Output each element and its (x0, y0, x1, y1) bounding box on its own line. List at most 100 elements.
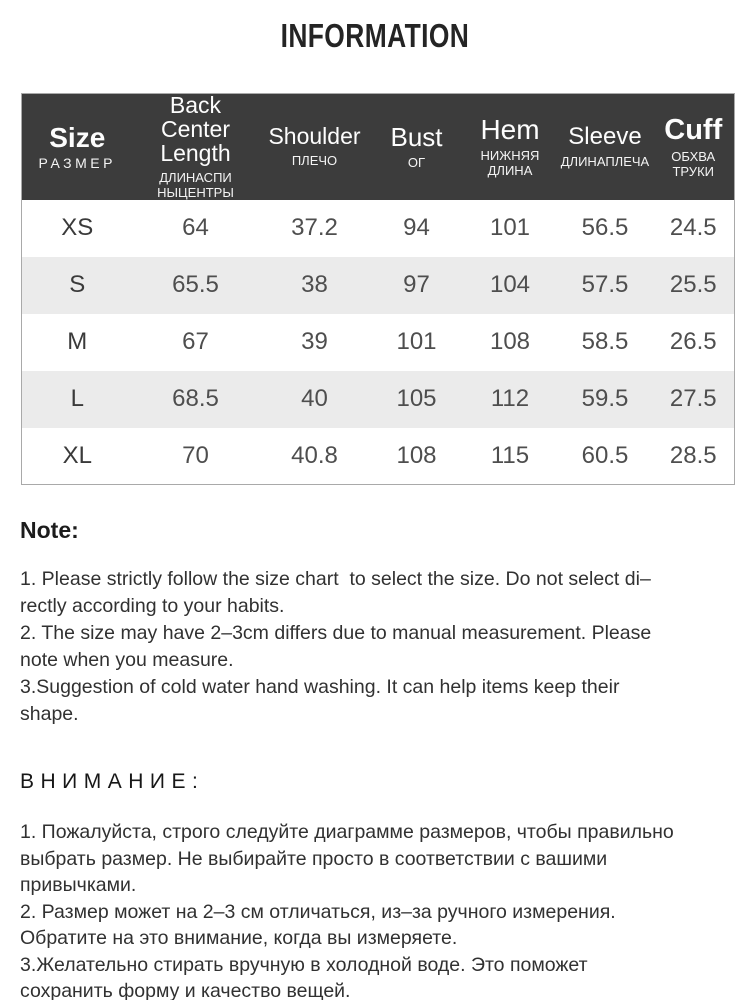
column-label-ru: ДЛИНАПЛЕЧА (558, 154, 653, 169)
note-heading-ru: ВНИМАНИЕ: (20, 770, 205, 794)
value-cell: 70 (182, 441, 209, 469)
value-cell: 24.5 (669, 214, 717, 242)
column-label-ru-line: ПЛЕЧО (291, 153, 338, 169)
value-cell: 68.5 (172, 385, 219, 413)
column-header-size: Size РАЗМЕР (21, 93, 133, 200)
value-cell: 37.2 (291, 214, 338, 242)
value-cell: 67 (182, 328, 209, 356)
note-line: 2. Размер может на 2–3 см отличаться, из… (20, 900, 616, 923)
note-body-en: 1. Please strictly follow the size chart… (20, 566, 732, 728)
column-label-en: Bust (371, 121, 463, 152)
column-label-ru-line: НИЖНЯЯ (480, 148, 540, 164)
column-label-ru: ПЛЕЧО (259, 153, 371, 168)
note-line: 1. Пожалуйста, строго следуйте диаграмме… (20, 821, 674, 844)
size-chart-header: Size РАЗМЕР Back Center Length ДЛИНАСПИ НЫЦЕН… (21, 92, 735, 200)
note-line: rectly according to your habits. (20, 595, 285, 618)
column-label-en-line: Hem (480, 114, 540, 146)
note-line: выбрать размер. Не выбирайте просто в со… (20, 847, 608, 870)
column-label-en: Back Center Length (133, 92, 259, 166)
value-cell: 26.5 (669, 328, 717, 356)
value-cell: 104 (489, 271, 531, 299)
column-label-ru: ОГ (371, 155, 463, 170)
column-label-ru-line: ДЛИНА (487, 163, 533, 179)
column-label-en: Cuff (653, 115, 735, 145)
value-cell: 40 (301, 385, 328, 413)
value-cell: 64 (182, 214, 209, 242)
column-header-sleeve: Sleeve ДЛИНАПЛЕЧА (557, 93, 653, 200)
value-cell: 105 (396, 385, 437, 413)
table-row-l: L 68.5 40 105 112 59.5 27.5 (21, 370, 735, 428)
value-cell: 94 (403, 214, 430, 242)
table-row-m: M 67 39 101 108 58.5 26.5 (22, 314, 735, 371)
size-chart-body: XS 64 37.2 94 101 56.5 24.5 S 65.5 38 97 104 57.5 25.… (21, 200, 735, 485)
value-cell: 28.5 (669, 441, 717, 469)
column-header-shoulder: Shoulder ПЛЕЧО (258, 93, 371, 200)
column-header-back-center-length: Back Center Length ДЛИНАСПИ НЫЦЕНТРЫ (132, 92, 259, 200)
value-cell: 65.5 (172, 271, 219, 299)
column-label-ru: ОБХВА ТРУКИ (653, 149, 735, 179)
size-cell: XL (62, 441, 92, 469)
note-line: note when you measure. (20, 649, 234, 672)
note-line: Обратите на это внимание, когда вы измер… (20, 927, 458, 950)
value-cell: 56.5 (581, 214, 629, 242)
note-line: 3.Suggestion of cold water hand washing.… (20, 676, 620, 699)
column-label-ru-line: ОГ (407, 154, 426, 170)
column-label-en: Size (22, 123, 133, 152)
header-row: Size РАЗМЕР Back Center Length ДЛИНАСПИ НЫЦЕН… (21, 92, 735, 200)
note-heading-en: Note: (20, 517, 79, 544)
value-cell: 97 (403, 271, 430, 299)
column-label-ru-line: ТРУКИ (672, 163, 714, 179)
value-cell: 38 (301, 271, 328, 299)
note-line: shape. (20, 703, 79, 726)
size-cell: XS (61, 214, 94, 242)
value-cell: 112 (490, 385, 530, 413)
column-label-en-line: Back Center (160, 92, 231, 142)
note-body-ru: 1. Пожалуйста, строго следуйте диаграмме… (20, 819, 732, 1000)
column-label-en-line: Shoulder (268, 123, 361, 150)
value-cell: 101 (396, 328, 437, 356)
column-label-ru: НИЖНЯЯ ДЛИНА (463, 148, 558, 178)
column-header-hem: Hem НИЖНЯЯ ДЛИНА (462, 93, 558, 200)
size-cell: L (70, 385, 84, 413)
column-label-en: Shoulder (259, 123, 371, 150)
column-label-ru: РАЗМЕР (22, 154, 133, 171)
column-label-en-line: Sleeve (568, 122, 642, 150)
column-header-bust: Bust ОГ (370, 93, 463, 200)
table-row-xl: XL 70 40.8 108 115 60.5 28.5 (22, 428, 735, 485)
column-label-ru-line: ДЛИНАПЛЕЧА (560, 153, 650, 169)
notes-section: Note: 1. Please strictly follow the size… (0, 517, 750, 1000)
size-cell: S (69, 271, 86, 299)
column-label-en-line: Length (160, 139, 231, 166)
note-line: привычками. (20, 874, 137, 897)
size-cell: M (67, 328, 88, 356)
value-cell: 58.5 (581, 328, 629, 356)
value-cell: 108 (489, 328, 531, 356)
note-line: 3.Желательно стирать вручную в холодной … (20, 953, 588, 976)
table-row-s: S 65.5 38 97 104 57.5 25.5 (21, 256, 735, 314)
note-line: 1. Please strictly follow the size chart… (20, 568, 651, 591)
column-label-ru-line: ОБХВА (671, 148, 716, 164)
note-line: 2. The size may have 2–3cm differs due t… (20, 622, 652, 645)
column-label-en-line: Bust (390, 121, 443, 152)
column-label-ru-line: ДЛИНАСПИ (159, 169, 232, 185)
value-cell: 39 (301, 328, 328, 356)
value-cell: 40.8 (291, 441, 338, 469)
value-cell: 108 (396, 441, 437, 469)
value-cell: 57.5 (581, 271, 629, 299)
value-cell: 27.5 (669, 385, 717, 413)
column-label-en: Sleeve (558, 122, 653, 150)
column-label-ru-line: РАЗМЕР (38, 154, 116, 171)
size-chart-table: Size РАЗМЕР Back Center Length ДЛИНАСПИ НЫЦЕН… (21, 92, 735, 486)
page-header: INFORMATION (0, 0, 750, 54)
column-label-ru: ДЛИНАСПИ НЫЦЕНТРЫ (133, 170, 259, 200)
value-cell: 25.5 (669, 271, 717, 299)
column-label-en: Hem (463, 115, 558, 144)
column-header-cuff: Cuff ОБХВА ТРУКИ (652, 93, 735, 200)
column-label-en-line: Cuff (664, 113, 723, 146)
value-cell: 115 (490, 441, 530, 469)
value-cell: 101 (489, 214, 531, 242)
column-label-ru-line: НЫЦЕНТРЫ (157, 184, 234, 200)
table-row-xs: XS 64 37.2 94 101 56.5 24.5 (22, 200, 735, 257)
note-line: сохранить форму и качество вещей. (20, 980, 351, 1000)
